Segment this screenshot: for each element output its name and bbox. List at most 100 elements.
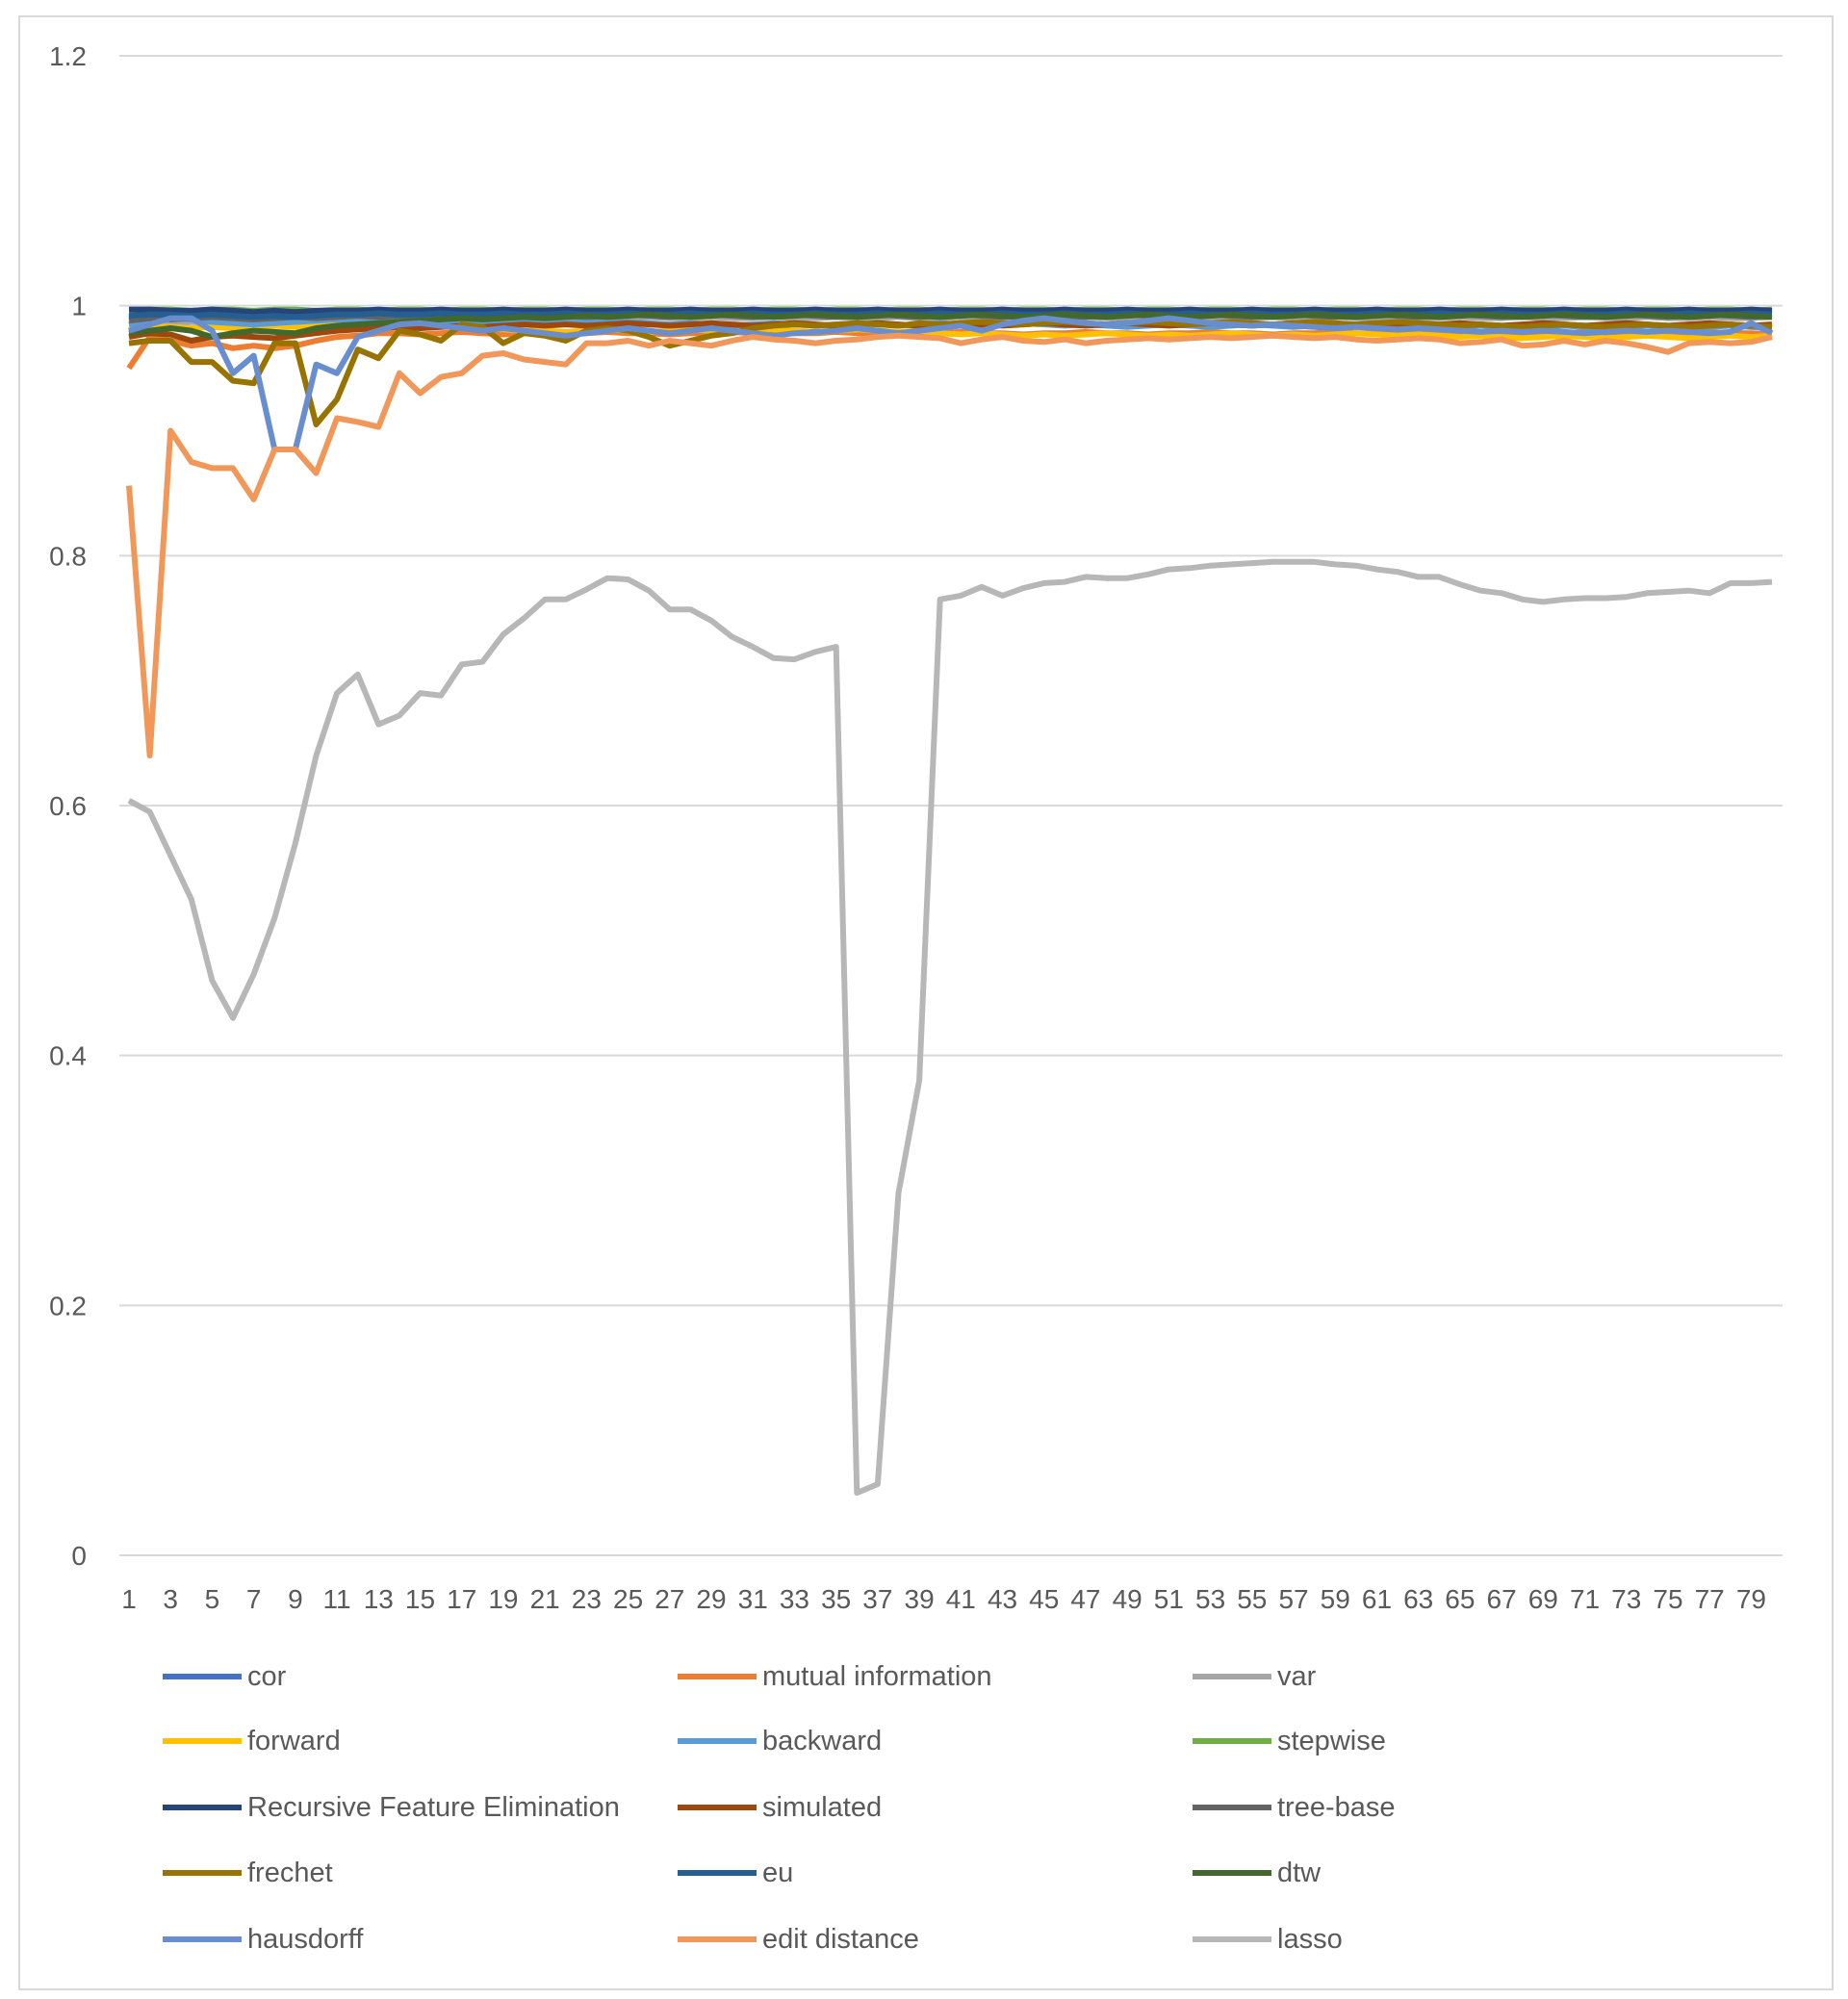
y-tick-label: 0: [71, 1541, 87, 1571]
legend-swatch: [1193, 1936, 1271, 1942]
legend-item: edit distance: [678, 1922, 919, 1957]
x-tick-label: 7: [246, 1584, 262, 1614]
series-line-frechet: [128, 319, 1773, 427]
legend-label: simulated: [762, 1791, 883, 1823]
x-tick-label: 17: [447, 1584, 476, 1614]
legend-swatch: [163, 1936, 242, 1942]
x-tick-label: 55: [1237, 1584, 1267, 1614]
legend-label: frechet: [247, 1857, 333, 1888]
x-tick-label: 5: [205, 1584, 220, 1614]
y-tick-label: 0.4: [49, 1041, 87, 1071]
legend-item: var: [1193, 1659, 1316, 1694]
legend-label: var: [1277, 1660, 1317, 1692]
x-tick-label: 25: [613, 1584, 643, 1614]
x-tick-label: 13: [364, 1584, 394, 1614]
legend-item: forward: [163, 1724, 341, 1758]
legend-label: cor: [247, 1660, 287, 1692]
y-tick-label: 0.2: [49, 1291, 87, 1320]
legend-swatch: [163, 1738, 242, 1744]
legend-swatch: [1193, 1674, 1271, 1679]
x-tick-label: 77: [1695, 1584, 1725, 1614]
legend-item: simulated: [678, 1790, 882, 1825]
legend-label: eu: [762, 1857, 794, 1888]
x-tick-label: 39: [905, 1584, 935, 1614]
legend-item: eu: [678, 1856, 793, 1890]
legend-item: tree-base: [1193, 1790, 1396, 1825]
y-tick-label: 1.2: [49, 41, 87, 71]
legend-item: backward: [678, 1724, 882, 1758]
x-tick-label: 53: [1195, 1584, 1225, 1614]
chart-area: [18, 15, 1834, 1990]
x-tick-label: 73: [1611, 1584, 1641, 1614]
x-tick-label: 47: [1070, 1584, 1100, 1614]
legend-label: stepwise: [1277, 1725, 1386, 1756]
x-tick-label: 35: [821, 1584, 851, 1614]
legend-swatch: [678, 1936, 757, 1942]
legend-item: stepwise: [1193, 1724, 1386, 1758]
legend-label: lasso: [1277, 1923, 1343, 1955]
legend-swatch: [1193, 1870, 1271, 1876]
legend-label: dtw: [1277, 1857, 1322, 1888]
legend-item: Recursive Feature Elimination: [163, 1790, 620, 1825]
legend-item: cor: [163, 1659, 286, 1694]
x-tick-label: 79: [1736, 1584, 1766, 1614]
x-tick-label: 57: [1278, 1584, 1308, 1614]
y-tick-label: 1: [71, 292, 87, 321]
legend-swatch: [678, 1870, 757, 1876]
x-tick-label: 11: [323, 1584, 351, 1614]
y-axis-ticks: 0 0.2 0.4 0.6 0.8 1 1.2: [49, 41, 87, 1571]
x-tick-label: 19: [488, 1584, 518, 1614]
legend-item: dtw: [1193, 1856, 1321, 1890]
legend-swatch: [163, 1805, 242, 1810]
x-tick-label: 21: [530, 1584, 560, 1614]
x-tick-label: 9: [288, 1584, 303, 1614]
x-tick-label: 67: [1487, 1584, 1517, 1614]
legend-label: hausdorff: [247, 1923, 364, 1955]
x-tick-label: 27: [654, 1584, 684, 1614]
legend-swatch: [678, 1674, 757, 1679]
y-tick-label: 0.6: [49, 791, 87, 821]
legend-item: frechet: [163, 1856, 333, 1890]
x-tick-label: 65: [1445, 1584, 1475, 1614]
x-tick-label: 15: [405, 1584, 435, 1614]
legend-item: mutual information: [678, 1659, 992, 1694]
x-tick-label: 75: [1653, 1584, 1682, 1614]
x-tick-label: 33: [780, 1584, 809, 1614]
legend-swatch: [678, 1805, 757, 1810]
x-tick-label: 61: [1362, 1584, 1392, 1614]
legend-swatch: [163, 1674, 242, 1679]
series-line-edit-distance: [126, 332, 1773, 759]
x-tick-label: 1: [121, 1584, 137, 1614]
legend-item: lasso: [1193, 1922, 1343, 1957]
x-tick-label: 23: [572, 1584, 602, 1614]
x-tick-label: 45: [1029, 1584, 1059, 1614]
series-line-hausdorff: [128, 315, 1774, 452]
legend-swatch: [163, 1870, 242, 1876]
x-tick-label: 71: [1570, 1584, 1600, 1614]
legend-label: edit distance: [762, 1923, 919, 1955]
x-tick-label: 29: [696, 1584, 726, 1614]
x-tick-label: 59: [1321, 1584, 1350, 1614]
x-tick-label: 69: [1528, 1584, 1558, 1614]
legend-label: mutual information: [762, 1660, 992, 1692]
x-tick-label: 31: [738, 1584, 768, 1614]
x-tick-label: 51: [1154, 1584, 1184, 1614]
x-tick-label: 41: [946, 1584, 976, 1614]
legend-label: tree-base: [1277, 1791, 1396, 1823]
x-tick-label: 49: [1113, 1584, 1142, 1614]
legend-swatch: [1193, 1805, 1271, 1810]
series-lines: [126, 306, 1774, 1497]
x-axis-ticks: 1 3 5 7 9 11 13 15 17 19 21 23 25 27 29 31 33 35 37 39 41 43 4…: [121, 1584, 1766, 1614]
series-line-recursive-feature-elimination: [129, 306, 1773, 316]
gridlines: [119, 55, 1783, 1556]
x-tick-label: 63: [1403, 1584, 1433, 1614]
series-line-lasso: [127, 558, 1773, 1497]
legend-label: forward: [247, 1725, 341, 1756]
legend-swatch: [1193, 1738, 1271, 1744]
legend-item: hausdorff: [163, 1922, 363, 1957]
legend-swatch: [678, 1738, 757, 1744]
legend-label: backward: [762, 1725, 883, 1756]
legend-label: Recursive Feature Elimination: [247, 1791, 620, 1823]
y-tick-label: 0.8: [49, 541, 87, 571]
